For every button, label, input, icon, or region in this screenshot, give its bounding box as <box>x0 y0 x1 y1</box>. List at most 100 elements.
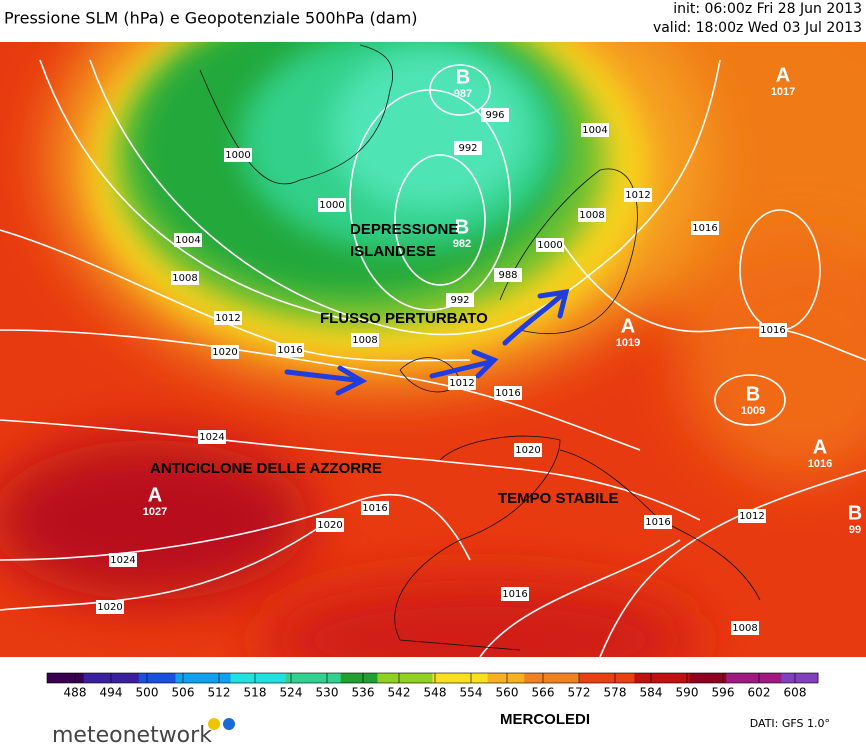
pressure-center-letter: B <box>746 383 760 405</box>
colorbar-swatch <box>304 673 323 683</box>
isobar-label: 1016 <box>277 345 302 356</box>
pressure-center-letter: A <box>148 484 162 506</box>
colorbar-swatch <box>597 673 617 683</box>
init-time: init: 06:00z Fri 28 Jun 2013 <box>673 1 862 17</box>
colorbar-tick-label: 590 <box>676 686 699 700</box>
logo-dot <box>208 718 220 730</box>
colorbar-tick-label: 560 <box>496 686 519 700</box>
colorbar-tick-label: 602 <box>748 686 771 700</box>
isobar-label-bg <box>448 376 476 390</box>
colorbar-tick-label: 500 <box>136 686 159 700</box>
data-source: DATI: GFS 1.0° <box>750 717 830 730</box>
isobar-label: 1012 <box>625 190 650 201</box>
colorbar-swatch <box>652 673 672 683</box>
pressure-center-letter: B <box>848 502 862 524</box>
colorbar-tick-label: 608 <box>784 686 807 700</box>
isobar-label: 1012 <box>449 378 474 389</box>
isobar-label-bg <box>514 443 542 457</box>
colorbar-swatch <box>377 673 397 683</box>
isobar-label: 1020 <box>317 520 342 531</box>
isobar-label-bg <box>211 345 239 359</box>
isobars <box>0 59 866 657</box>
isobar-label-bg <box>759 323 787 337</box>
colorbar-swatch <box>469 673 489 683</box>
brand-logo: meteonetwork <box>52 723 212 747</box>
colorbar-swatch <box>359 673 378 683</box>
isobar-label-bg <box>316 518 344 532</box>
colorbar-swatch <box>726 673 746 683</box>
isobar-label-bg <box>494 386 522 400</box>
isobar-label-bg <box>318 198 346 212</box>
annotation: ISLANDESE <box>350 243 436 260</box>
isobar-label-bg <box>214 311 242 325</box>
map-labels: 1000 1000 996 992 1004 1004 1008 1012 1020 1016 10… <box>96 64 862 635</box>
isobar-label: 1020 <box>212 347 237 358</box>
isobar-label-bg <box>276 343 304 357</box>
colorbar-tick-label: 584 <box>640 686 663 700</box>
colorbar-swatch <box>212 673 232 683</box>
isobar-label-bg <box>536 238 564 252</box>
isobar-label: 1024 <box>199 432 224 443</box>
isobar-label-bg <box>351 333 379 347</box>
pressure-center-value: 1016 <box>808 458 832 470</box>
isobar-label-bg <box>581 123 609 137</box>
colorbar-swatch <box>799 673 819 683</box>
isobar-label: 1008 <box>352 335 377 346</box>
colorbar-swatch <box>762 673 782 683</box>
isobar-label-bg <box>644 515 672 529</box>
colorbar-swatch <box>634 673 654 683</box>
colorbar-tick-label: 554 <box>460 686 483 700</box>
pressure-center-value: 987 <box>454 88 472 100</box>
colorbar-swatch <box>120 673 140 683</box>
colorbar-tick-label: 494 <box>100 686 123 700</box>
colorbar-tick-label: 548 <box>424 686 447 700</box>
isobar-label: 1008 <box>172 273 197 284</box>
isobar-label-bg <box>174 233 202 247</box>
isobar-label: 1000 <box>225 150 250 161</box>
colorbar-tick-label: 518 <box>244 686 267 700</box>
map: 1000 1000 996 992 1004 1004 1008 1012 1020 1016 10… <box>0 42 866 657</box>
pressure-center-value: 99 <box>849 524 861 536</box>
isobar-label: 1016 <box>760 325 785 336</box>
isobar-label: 1016 <box>495 388 520 399</box>
colorbar-swatch <box>579 673 599 683</box>
isobar-label-bg <box>578 208 606 222</box>
pressure-center-letter: A <box>776 64 790 86</box>
colorbar-tick-label: 596 <box>712 686 735 700</box>
pressure-center-value: 1009 <box>741 405 765 417</box>
colorbar-swatch <box>487 673 507 683</box>
colorbar: 488 494 500 506 512 518 524 530 536 542 548 554 560 5… <box>46 672 819 700</box>
colorbar-tick-label: 488 <box>64 686 87 700</box>
isobar-label-bg <box>361 501 389 515</box>
isobar-label: 988 <box>498 270 517 281</box>
pressure-center-letter: B <box>455 216 469 238</box>
colorbar-swatch <box>340 673 360 683</box>
colorbar-swatch <box>450 673 470 683</box>
flow-arrows <box>284 288 570 396</box>
colorbar-frame <box>46 672 819 684</box>
isobar-label-bg <box>624 188 652 202</box>
annotation: TEMPO STABILE <box>498 490 619 507</box>
colorbar-swatch <box>505 673 525 683</box>
isobar-label-bg <box>454 141 482 155</box>
pressure-center-value: 982 <box>453 238 471 250</box>
colorbar-swatch <box>395 673 415 683</box>
pressure-center-value: 1019 <box>616 337 640 349</box>
colorbar-swatch <box>102 673 121 683</box>
isobar-label: 1000 <box>319 200 344 211</box>
isobar-label-bg <box>446 293 474 307</box>
colorbar-tick-label: 572 <box>568 686 591 700</box>
isobar-label: 1016 <box>502 589 527 600</box>
isobar-label: 1016 <box>362 503 387 514</box>
colorbar-swatch <box>744 673 764 683</box>
colorbar-swatch <box>175 673 195 683</box>
pressure-center-value: 1017 <box>771 86 795 98</box>
isobar-label-bg <box>501 587 529 601</box>
colorbar-swatch <box>616 673 635 683</box>
isobar-label: 996 <box>485 110 504 121</box>
pressure-center-value: 1027 <box>143 506 167 518</box>
colorbar-swatch <box>524 673 544 683</box>
colorbar-tick-label: 530 <box>316 686 339 700</box>
isobar-label-bg <box>224 148 252 162</box>
